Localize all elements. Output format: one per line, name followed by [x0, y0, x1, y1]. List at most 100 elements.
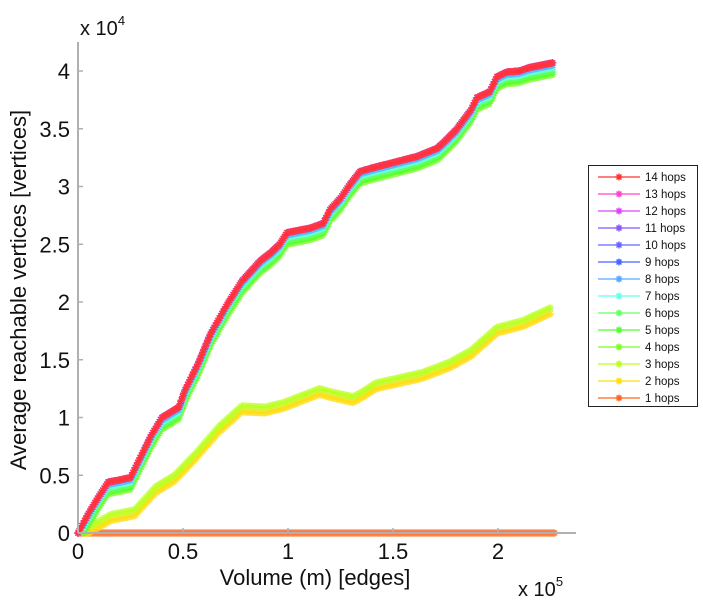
series-line: [76, 61, 553, 534]
y-tick-label: 0.5: [39, 463, 70, 488]
legend-box: [588, 165, 698, 407]
series-9-hops: [74, 59, 557, 537]
series-7-hops: [74, 63, 557, 537]
legend-item: 11 hops: [598, 223, 685, 235]
y-tick-label: 1: [58, 406, 70, 431]
series-line: [76, 61, 553, 534]
series-3-hops: [74, 304, 555, 537]
legend-item: 6 hops: [598, 308, 680, 320]
x-axis-multiplier-exponent: 5: [556, 574, 563, 589]
y-tick-label: 2.5: [39, 232, 70, 257]
legend-item: 5 hops: [598, 325, 680, 337]
y-axis-multiplier-exponent: 4: [118, 13, 125, 28]
series-12-hops: [74, 59, 557, 537]
legend-label: 7 hops: [645, 291, 680, 303]
legend-marker-icon: [615, 343, 623, 351]
legend-label: 1 hops: [645, 393, 680, 405]
series-line: [76, 68, 553, 534]
legend-marker-icon: [615, 377, 623, 385]
legend-marker-icon: [615, 241, 623, 249]
series-line: [76, 61, 553, 534]
series-line: [76, 70, 553, 534]
series-line: [76, 73, 553, 535]
legend-marker-icon: [615, 173, 623, 181]
series-8-hops: [74, 61, 557, 537]
series-markers: [74, 59, 557, 537]
legend-label: 10 hops: [645, 240, 686, 252]
legend-label: 6 hops: [645, 308, 680, 320]
legend-label: 9 hops: [645, 257, 680, 269]
legend-label: 2 hops: [645, 376, 680, 388]
legend-marker-icon: [615, 292, 623, 300]
y-tick-label: 3: [58, 175, 70, 200]
legend-item: 14 hops: [598, 172, 686, 184]
series-markers: [74, 59, 557, 537]
series-6-hops: [74, 66, 557, 537]
series-4-hops: [74, 70, 557, 537]
legend-marker-icon: [615, 326, 623, 334]
legend-marker-icon: [615, 275, 623, 283]
legend-item: 4 hops: [598, 342, 680, 354]
series-markers: [74, 63, 557, 537]
legend-marker-icon: [615, 224, 623, 232]
legend-label: 4 hops: [645, 342, 680, 354]
series-11-hops: [74, 59, 557, 537]
legend-label: 12 hops: [645, 206, 686, 218]
legend-item: 7 hops: [598, 291, 680, 303]
series-markers: [74, 59, 557, 537]
legend-item: 2 hops: [598, 376, 680, 388]
legend-label: 14 hops: [645, 172, 686, 184]
y-tick-label: 1.5: [39, 348, 70, 373]
legend-item: 13 hops: [598, 189, 686, 201]
legend-label: 11 hops: [645, 223, 685, 235]
legend-label: 13 hops: [645, 189, 686, 201]
series-10-hops: [74, 59, 557, 537]
series-markers: [74, 68, 557, 537]
legend-marker-icon: [615, 190, 623, 198]
y-axis-label: Average reachable vertices [vertices]: [6, 110, 31, 470]
legend-label: 8 hops: [645, 274, 680, 286]
x-tick-label: 0: [72, 539, 84, 564]
series-markers: [74, 59, 557, 537]
y-tick-label: 2: [58, 290, 70, 315]
legend-marker-icon: [615, 258, 623, 266]
legend-marker-icon: [615, 207, 623, 215]
series-markers: [74, 59, 557, 537]
x-tick-label: 0.5: [168, 539, 199, 564]
series-line: [76, 63, 553, 534]
legend-marker-icon: [615, 360, 623, 368]
legend-item: 1 hops: [598, 393, 680, 405]
series-markers: [74, 70, 557, 537]
legend-item: 10 hops: [598, 240, 686, 252]
x-tick-label: 1.5: [378, 539, 409, 564]
series-markers: [74, 61, 557, 537]
series-14-hops: [74, 59, 557, 537]
legend-marker-icon: [615, 309, 623, 317]
x-axis-multiplier: x 105: [518, 574, 563, 600]
legend-item: 9 hops: [598, 257, 680, 269]
legend-marker-icon: [615, 394, 623, 402]
legend: 14 hops 13 hops 12 hops 11 hops 10 hops 9 hop…: [588, 165, 698, 407]
series-markers: [74, 59, 557, 537]
legend-item: 8 hops: [598, 274, 680, 286]
series-markers: [74, 66, 557, 537]
x-tick-label: 1: [282, 539, 294, 564]
legend-label: 3 hops: [645, 359, 680, 371]
legend-item: 3 hops: [598, 359, 680, 371]
series-line: [76, 61, 553, 534]
ticks-layer: 0 0.5 1 1.5 2 2.5 3 3.5 4 0 0.5 1 1.5 2: [39, 59, 504, 564]
x-tick-label: 2: [492, 539, 504, 564]
series-13-hops: [74, 59, 557, 537]
y-tick-label: 3.5: [39, 117, 70, 142]
y-axis-multiplier: x 104: [80, 13, 125, 40]
y-tick-label: 0: [58, 521, 70, 546]
series-line: [76, 66, 553, 534]
series-layer: [74, 59, 559, 537]
series-line: [76, 61, 553, 534]
y-tick-label: 4: [58, 59, 70, 84]
x-axis-label: Volume (m) [edges]: [220, 565, 411, 590]
legend-label: 5 hops: [645, 325, 680, 337]
series-markers: [74, 304, 555, 537]
series-5-hops: [74, 68, 557, 537]
